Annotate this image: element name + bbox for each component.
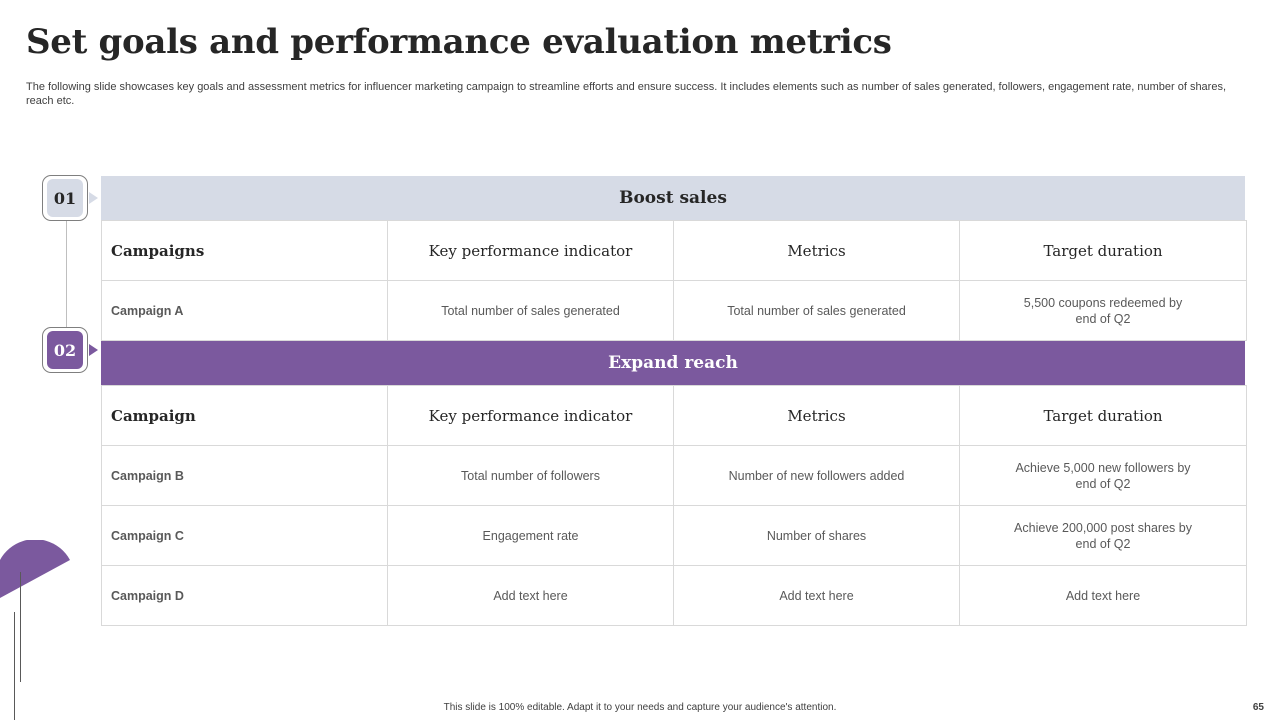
section-heading-boost-sales: Boost sales: [101, 176, 1245, 220]
table-header-row: Campaign Key performance indicator Metri…: [101, 385, 1247, 446]
table-cell: Total number of followers: [387, 445, 674, 506]
step-connector-line: [66, 221, 67, 327]
table-row: Campaign A Total number of sales generat…: [101, 280, 1247, 341]
table-cell: Campaign C: [101, 505, 388, 566]
table-cell: Number of shares: [673, 505, 960, 566]
step-number: 01: [47, 179, 83, 217]
boost-sales-table: Campaigns Key performance indicator Metr…: [101, 220, 1247, 341]
table-cell: Add text here: [387, 565, 674, 626]
expand-reach-table: Campaign Key performance indicator Metri…: [101, 385, 1247, 626]
step-arrow-02: [89, 344, 98, 356]
decorative-semicircle: [0, 540, 70, 610]
table-row: Campaign B Total number of followers Num…: [101, 445, 1247, 506]
table-cell: 5,500 coupons redeemed by end of Q2: [959, 280, 1247, 341]
column-header: Key performance indicator: [387, 385, 674, 446]
table-cell: Number of new followers added: [673, 445, 960, 506]
step-arrow-01: [89, 192, 98, 204]
table-cell: Total number of sales generated: [387, 280, 674, 341]
table-cell: Engagement rate: [387, 505, 674, 566]
step-number: 02: [47, 331, 83, 369]
column-header: Campaign: [101, 385, 388, 446]
table-cell: Campaign B: [101, 445, 388, 506]
footer-note: This slide is 100% editable. Adapt it to…: [443, 702, 837, 713]
table-row: Campaign D Add text here Add text here A…: [101, 565, 1247, 626]
table-cell: Campaign A: [101, 280, 388, 341]
column-header: Metrics: [673, 385, 960, 446]
section-heading-expand-reach: Expand reach: [101, 341, 1245, 385]
table-header-row: Campaigns Key performance indicator Metr…: [101, 220, 1247, 281]
table-cell: Add text here: [673, 565, 960, 626]
decorative-line: [14, 612, 15, 720]
page-subtitle: The following slide showcases key goals …: [26, 81, 1227, 107]
column-header: Target duration: [959, 385, 1247, 446]
step-marker-01: 01: [42, 175, 88, 221]
column-header: Metrics: [673, 220, 960, 281]
step-marker-02: 02: [42, 327, 88, 373]
table-cell: Campaign D: [101, 565, 388, 626]
table-cell: Add text here: [959, 565, 1247, 626]
page-number: 65: [1252, 702, 1264, 713]
column-header: Campaigns: [101, 220, 388, 281]
column-header: Target duration: [959, 220, 1247, 281]
page-title: Set goals and performance evaluation met…: [26, 22, 892, 62]
decorative-line: [20, 572, 21, 682]
column-header: Key performance indicator: [387, 220, 674, 281]
table-row: Campaign C Engagement rate Number of sha…: [101, 505, 1247, 566]
table-cell: Achieve 200,000 post shares by end of Q2: [959, 505, 1247, 566]
table-cell: Total number of sales generated: [673, 280, 960, 341]
table-cell: Achieve 5,000 new followers by end of Q2: [959, 445, 1247, 506]
